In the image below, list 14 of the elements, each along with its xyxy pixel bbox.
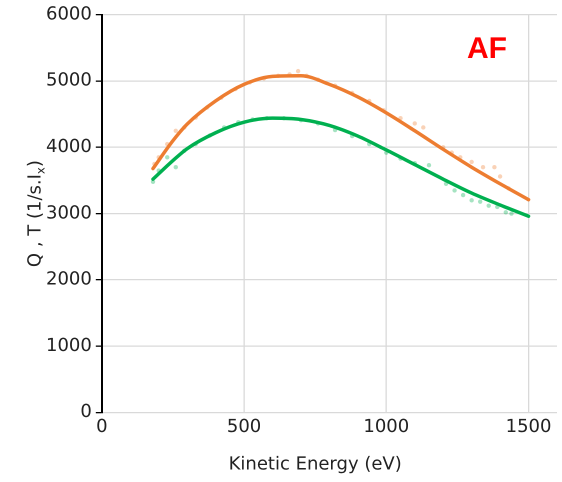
x-tick-label: 500 xyxy=(226,416,262,437)
y-tick-label: 2000 xyxy=(46,268,92,290)
y-tick-label: 0 xyxy=(80,401,92,422)
x-axis-title: Kinetic Energy (eV) xyxy=(228,454,402,475)
x-tick-label: 0 xyxy=(96,416,108,437)
y-tick-label: 1000 xyxy=(46,334,92,356)
x-tick-label: 1500 xyxy=(506,416,552,437)
y-axis-title: Q , T (1/s.Ix) xyxy=(24,160,48,268)
y-tick-label: 4000 xyxy=(46,136,92,158)
x-tick-label: 1000 xyxy=(363,416,410,437)
y-tick-label: 5000 xyxy=(46,70,92,91)
y-tick-label: 3000 xyxy=(46,202,92,224)
y-tick-label: 6000 xyxy=(46,3,92,24)
annotation: AF xyxy=(467,32,507,66)
